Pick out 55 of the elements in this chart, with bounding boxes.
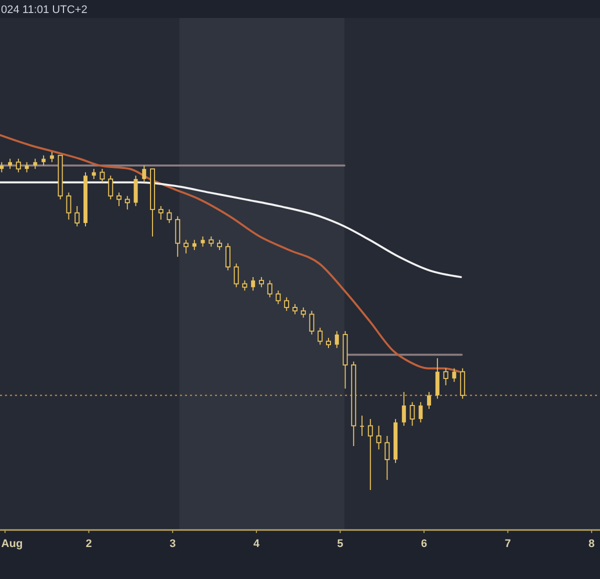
candlestick: [116, 192, 122, 207]
candlestick: [66, 192, 72, 220]
candlestick: [410, 402, 415, 426]
candlestick: [166, 208, 172, 224]
candlestick: [16, 158, 21, 173]
candlestick: [50, 152, 54, 163]
x-tick-label: 2: [86, 538, 92, 550]
candlestick: [326, 337, 331, 349]
candlestick: [318, 327, 323, 346]
candlestick: [384, 435, 390, 480]
candlestick: [184, 239, 189, 254]
candlestick: [402, 391, 406, 426]
candlestick: [460, 368, 466, 400]
candlestick: [435, 358, 440, 400]
candlestick: [24, 162, 29, 173]
candlestick: [33, 158, 38, 170]
x-tick-label: 3: [170, 538, 176, 550]
candlestick: [225, 242, 230, 271]
candlestick: [267, 280, 272, 298]
candlestick: [217, 239, 222, 251]
candlestick: [8, 158, 12, 170]
candlestick: [158, 206, 164, 220]
candlestick: [124, 195, 130, 210]
candlestick: [276, 290, 281, 305]
candlestick: [74, 206, 80, 227]
x-tick-label: 6: [420, 538, 428, 550]
candlestick: [208, 236, 214, 248]
x-tick-label: Aug: [1, 538, 23, 550]
candlestick: [200, 236, 205, 248]
candlestick: [242, 280, 248, 292]
x-tick-label: 8: [588, 538, 595, 550]
candlestick: [142, 165, 146, 183]
candlestick: [234, 263, 239, 288]
candlestick: [427, 391, 432, 410]
x-tick-label: 4: [253, 538, 260, 550]
candlestick: [300, 306, 306, 318]
candlestick: [360, 415, 364, 436]
candlestick: [418, 402, 423, 423]
candlestick: [0, 162, 4, 173]
text: 024 11:01 UTC+2: [1, 4, 88, 16]
x-tick-label: 7: [504, 538, 511, 550]
candlestick: [368, 418, 373, 490]
candlestick: [376, 425, 382, 450]
candlestick: [452, 368, 456, 382]
candlestick: [443, 368, 448, 386]
candlestick: [284, 296, 290, 312]
candlestick: [309, 310, 314, 336]
candlestick: [108, 175, 114, 200]
candlestick: [292, 304, 298, 315]
candlestick: [134, 175, 138, 207]
candlestick: [334, 330, 339, 349]
candlestick: [100, 168, 105, 183]
candlestick: [258, 276, 264, 288]
x-tick-label: 5: [337, 538, 344, 550]
candlestick: [251, 276, 256, 292]
